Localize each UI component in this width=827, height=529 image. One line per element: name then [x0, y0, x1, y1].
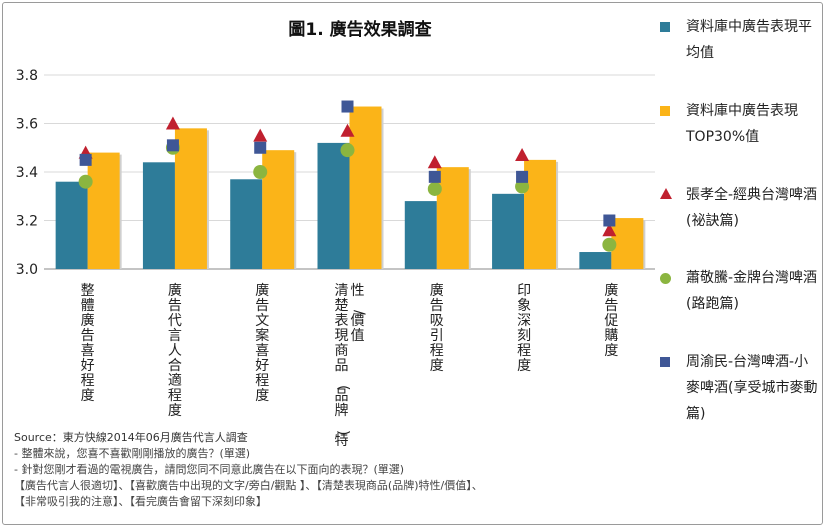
x-tick-label: 整體廣告喜好程度 — [81, 283, 95, 404]
source-note: Source：東方快線2014年06月廣告代言人調查 - 整體來說，您喜不喜歡剛… — [14, 430, 483, 510]
source-line: - 整體來說，您喜不喜歡剛剛播放的廣告？(單選) — [14, 447, 251, 460]
marker-circle — [340, 143, 355, 158]
x-tick-label: 廣告促購度 — [604, 282, 618, 359]
bar — [230, 179, 263, 269]
legend-item-average: 資料庫中廣告表現平均值 — [660, 14, 820, 66]
legend-swatch-average — [660, 22, 670, 32]
marker-triangle — [602, 223, 617, 237]
legend-item-chou: 周渝民-台灣啤酒-小麥啤酒(享受城市麥動篇) — [660, 349, 820, 429]
legend-item-hsiao: 蕭敬騰-金牌台灣啤酒(路跑篇) — [660, 265, 820, 317]
source-line: - 針對您剛才看過的電視廣告，請問您同不同意此廣告在以下面向的表現？(單選) — [14, 463, 405, 476]
source-line: 【非常吸引我的注意】、【看完廣告會留下深刻印象】 — [14, 495, 267, 508]
marker-circle — [253, 165, 268, 179]
x-tick-label: 廣告文案喜好程度 — [255, 282, 269, 404]
marker-triangle — [515, 148, 530, 162]
legend-label: 資料庫中廣告表現平均值 — [686, 19, 812, 61]
legend-label: 資料庫中廣告表現TOP30%值 — [686, 103, 798, 145]
marker-square — [428, 170, 441, 183]
bar — [436, 167, 469, 269]
circle-icon — [660, 273, 671, 284]
bar — [492, 193, 525, 269]
legend-item-zhang: 張孝全-經典台灣啤酒(祕訣篇) — [660, 182, 820, 234]
bar — [174, 128, 207, 269]
y-tick-label: 3.4 — [16, 165, 38, 181]
marker-circle — [427, 181, 442, 196]
marker-circle — [602, 237, 617, 252]
x-tick-label: 清楚表現商品(品牌)特性/價值 — [335, 283, 368, 449]
bars — [55, 106, 646, 270]
bar — [87, 152, 120, 269]
triangle-icon — [660, 188, 672, 199]
legend-label: 張孝全-經典台灣啤酒(祕訣篇) — [686, 187, 818, 229]
marker-triangle — [427, 155, 442, 169]
bar — [349, 106, 382, 270]
marker-square — [341, 100, 354, 113]
chart-title: 圖1. 廣告效果調查 — [288, 19, 432, 40]
square-icon — [660, 357, 670, 367]
bar — [524, 159, 557, 269]
source-title: Source：東方快線2014年06月廣告代言人調查 — [14, 431, 248, 444]
y-tick-label: 3.8 — [16, 68, 38, 84]
bar — [262, 150, 295, 269]
bar — [611, 218, 644, 269]
y-tick-label: 3.2 — [16, 214, 38, 230]
bar — [142, 162, 175, 269]
bar — [317, 142, 350, 269]
y-tick-label: 3.6 — [16, 117, 38, 133]
x-tick-label: 廣告吸引程度 — [430, 282, 444, 374]
bar — [55, 181, 88, 269]
y-tick-label: 3.0 — [16, 262, 38, 278]
x-tick-label: 印象深刻程度 — [517, 283, 531, 374]
source-line: 【廣告代言人很適切】、【喜歡廣告中出現的文字/旁白/觀點 】、【清楚表現商品(品… — [14, 479, 483, 492]
legend-label: 周渝民-台灣啤酒-小麥啤酒(享受城市麥動篇) — [686, 354, 818, 422]
legend-swatch-top30 — [660, 106, 670, 116]
x-tick-label: 廣告代言人合適程度 — [168, 282, 182, 419]
marker-triangle — [340, 123, 355, 137]
marker-square — [254, 141, 267, 154]
marker-circle — [78, 174, 93, 189]
bar — [579, 252, 612, 269]
marker-square — [166, 139, 179, 152]
legend-label: 蕭敬騰-金牌台灣啤酒(路跑篇) — [686, 270, 818, 312]
marker-square — [516, 170, 529, 183]
marker-triangle — [253, 128, 268, 142]
bar — [404, 201, 437, 269]
y-axis: 3.0 3.2 3.4 3.6 3.8 — [16, 68, 38, 278]
markers — [78, 100, 617, 252]
marker-triangle — [165, 116, 180, 130]
x-axis-labels: 整體廣告喜好程度 廣告代言人合適程度 廣告文案喜好程度 清楚表現商品(品牌)特性/價值… — [81, 282, 619, 449]
marker-square — [79, 153, 92, 166]
marker-circle — [515, 179, 530, 194]
marker-square — [603, 214, 616, 227]
legend-item-top30: 資料庫中廣告表現TOP30%值 — [660, 98, 820, 150]
